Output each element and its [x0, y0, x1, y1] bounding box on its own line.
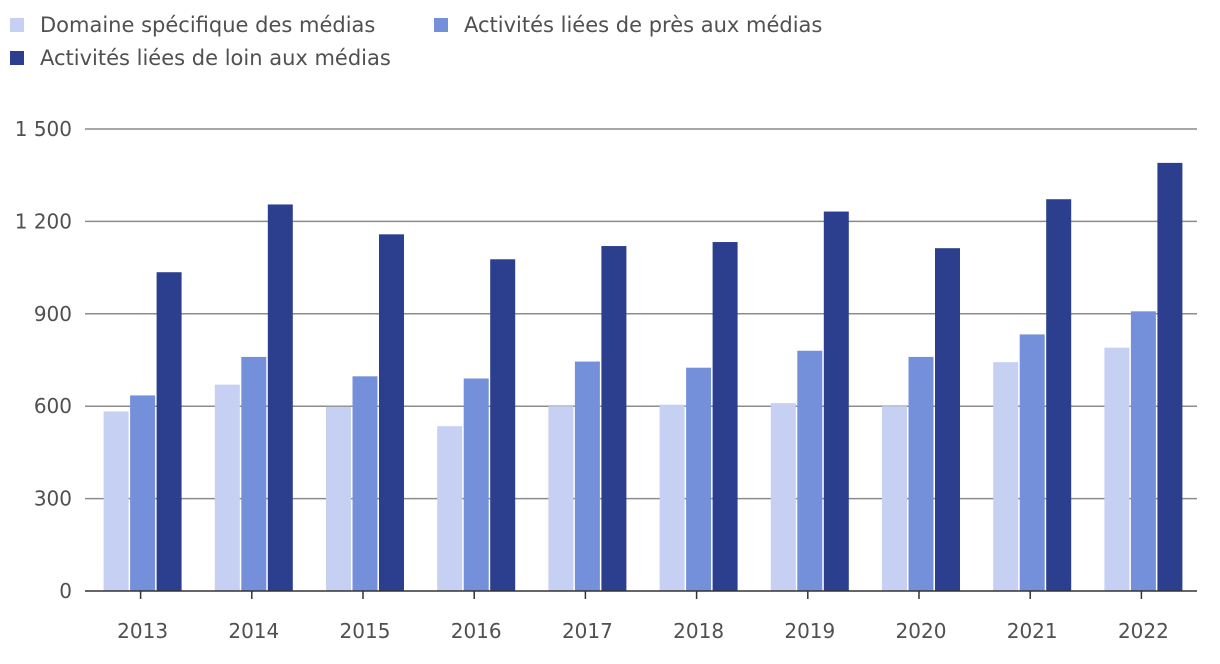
bar-2019-s1[interactable] — [797, 350, 823, 591]
bar-2019-s2[interactable] — [823, 211, 849, 591]
bar-2018-s2[interactable] — [712, 242, 738, 591]
x-tick-label: 2020 — [896, 619, 947, 643]
y-tick-label: 1 200 — [15, 209, 72, 233]
bar-2020-s0[interactable] — [882, 406, 907, 591]
x-tick-label: 2013 — [117, 619, 168, 643]
bar-2017-s0[interactable] — [548, 406, 574, 591]
bar-2015-s2[interactable] — [379, 234, 404, 591]
bar-2020-s1[interactable] — [908, 356, 934, 591]
bar-2014-s0[interactable] — [214, 384, 240, 591]
y-tick-label: 1 500 — [15, 117, 72, 141]
legend-swatch-icon — [10, 18, 24, 32]
axes: 0 300 600 900 1 200 1 500 2013 2014 2015 2016 2017… — [15, 117, 1197, 643]
bar-2019-s0[interactable] — [770, 403, 796, 591]
bar-2013-s1[interactable] — [130, 395, 156, 591]
x-tick-label: 2022 — [1118, 619, 1169, 643]
bar-2014-s2[interactable] — [267, 204, 293, 591]
legend-label: Activités liées de près aux médias — [464, 13, 823, 37]
y-tick-label: 300 — [34, 487, 72, 511]
x-tick-label: 2015 — [340, 619, 391, 643]
bar-2021-s2[interactable] — [1046, 199, 1072, 591]
legend-swatch-icon — [434, 18, 448, 32]
bar-2014-s1[interactable] — [241, 356, 267, 591]
bars — [103, 162, 1183, 592]
y-tick-label: 0 — [59, 579, 72, 603]
bar-2022-s2[interactable] — [1157, 162, 1183, 591]
y-tick-label: 600 — [34, 394, 72, 418]
legend-item-domaine[interactable]: Domaine spécifique des médias — [10, 13, 375, 37]
legend-item-loin[interactable]: Activités liées de loin aux médias — [10, 46, 391, 70]
bar-2013-s2[interactable] — [156, 272, 182, 591]
y-tick-label: 900 — [34, 302, 72, 326]
bar-2018-s1[interactable] — [686, 367, 712, 591]
x-tick-label: 2014 — [228, 619, 279, 643]
bar-2021-s1[interactable] — [1019, 334, 1045, 591]
legend-item-pres[interactable]: Activités liées de près aux médias — [434, 13, 822, 37]
bar-2020-s2[interactable] — [935, 248, 960, 592]
x-tick-label: 2018 — [673, 619, 724, 643]
bar-2022-s0[interactable] — [1104, 347, 1130, 591]
bar-2013-s0[interactable] — [103, 411, 129, 591]
bar-2016-s1[interactable] — [463, 378, 489, 591]
x-tick-label: 2017 — [562, 619, 613, 643]
bar-2022-s1[interactable] — [1130, 311, 1156, 591]
legend-swatch-icon — [10, 51, 24, 65]
bar-2015-s0[interactable] — [326, 406, 351, 591]
bar-2016-s2[interactable] — [490, 259, 516, 591]
x-tick-label: 2019 — [784, 619, 835, 643]
bar-2017-s2[interactable] — [601, 246, 627, 592]
bar-2017-s1[interactable] — [574, 361, 600, 591]
x-tick-label: 2021 — [1007, 619, 1058, 643]
x-tick-label: 2016 — [451, 619, 502, 643]
bar-2016-s0[interactable] — [437, 426, 463, 591]
legend-label: Activités liées de loin aux médias — [40, 46, 391, 70]
bar-2018-s0[interactable] — [659, 404, 685, 591]
bar-2015-s1[interactable] — [352, 376, 378, 591]
bar-2021-s0[interactable] — [993, 362, 1019, 591]
legend-label: Domaine spécifique des médias — [40, 13, 376, 37]
